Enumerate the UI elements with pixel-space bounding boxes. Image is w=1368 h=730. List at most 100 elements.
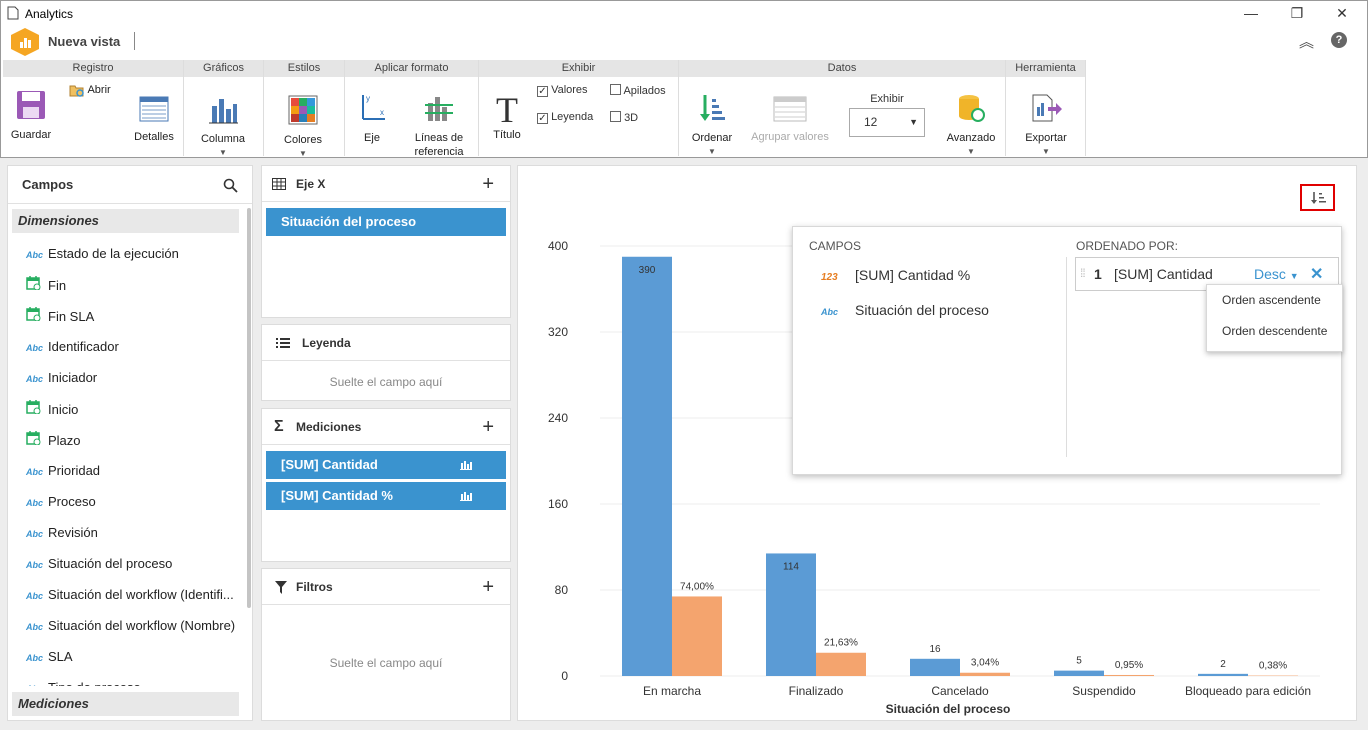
- field-item[interactable]: Abc Estado de la ejecución: [26, 244, 179, 264]
- mediciones-panel: Σ Mediciones + [SUM] Cantidad [SUM] Cant…: [261, 408, 511, 562]
- x-axis-title: Situación del proceso: [886, 702, 1011, 716]
- guardar-button[interactable]: Guardar: [9, 90, 53, 142]
- search-icon[interactable]: [223, 178, 238, 193]
- field-item[interactable]: Fin: [26, 275, 66, 295]
- field-item[interactable]: Plazo: [26, 430, 81, 450]
- abrir-button[interactable]: Abrir: [69, 83, 119, 97]
- title-t-icon: T: [496, 90, 518, 130]
- remove-icon[interactable]: ✕: [1310, 266, 1324, 283]
- close-button[interactable]: ✕: [1336, 5, 1348, 21]
- field-item[interactable]: Inicio: [26, 399, 78, 419]
- y-tick-label: 160: [548, 497, 568, 511]
- calendar-icon: [26, 306, 48, 328]
- data-label: 16: [929, 644, 941, 655]
- medicion-chip[interactable]: [SUM] Cantidad %: [266, 482, 506, 510]
- order-direction-menu: Orden ascendente Orden descendente: [1206, 284, 1343, 352]
- sort-options-button[interactable]: [1300, 184, 1335, 211]
- group-estilos: Estilos Colores ▼: [264, 60, 345, 158]
- titulo-button[interactable]: T Título: [487, 92, 527, 142]
- 3d-checkbox[interactable]: 3D: [610, 111, 638, 124]
- field-item[interactable]: Abc SLA: [26, 647, 73, 667]
- filtros-drop-zone[interactable]: Suelte el campo aquí: [329, 656, 443, 670]
- minimize-button[interactable]: —: [1244, 5, 1258, 21]
- text-abc-icon: Abc: [26, 250, 44, 260]
- field-item[interactable]: Abc Situación del workflow (Nombre): [26, 616, 235, 636]
- collapse-ribbon-icon[interactable]: ︽: [1299, 34, 1315, 51]
- leyenda-checkbox[interactable]: ✓ Leyenda: [537, 111, 593, 124]
- apilados-checkbox[interactable]: Apilados: [610, 84, 666, 97]
- ordenado-heading: ORDENADO POR:: [1076, 239, 1179, 253]
- field-list: Abc Estado de la ejecución Fin Fin SLA Abc Id…: [8, 236, 246, 686]
- group-herramienta: Herramienta Exportar ▼: [1006, 60, 1086, 156]
- leyenda-drop-zone[interactable]: Suelte el campo aquí: [329, 375, 443, 389]
- list-icon: [276, 338, 290, 348]
- filtros-panel: Filtros + Suelte el campo aquí: [261, 568, 511, 721]
- detalles-button[interactable]: Detalles: [131, 96, 177, 144]
- bar-chart-icon[interactable]: [460, 460, 472, 470]
- medicion-chip[interactable]: [SUM] Cantidad: [266, 451, 506, 479]
- eje-x-panel: Eje X + Situación del proceso: [261, 165, 511, 318]
- calendar-icon: [26, 275, 48, 297]
- y-tick-label: 240: [548, 411, 568, 425]
- view-name[interactable]: Nueva vista: [48, 34, 121, 49]
- order-number: 1: [1094, 266, 1102, 282]
- field-item[interactable]: Abc Situación del proceso: [26, 554, 172, 574]
- field-item[interactable]: Abc Prioridad: [26, 461, 100, 481]
- bar: [910, 658, 960, 676]
- titulo-label: Título: [493, 129, 521, 141]
- restore-button[interactable]: ❐: [1290, 5, 1304, 21]
- field-list-scrollbar[interactable]: [247, 208, 251, 608]
- campos-panel: Campos Dimensiones Abc Estado de la ejecu…: [7, 165, 253, 721]
- data-label: 114: [783, 561, 799, 572]
- 3d-label: 3D: [624, 112, 639, 124]
- text-abc-icon: Abc: [26, 560, 44, 570]
- orden-descendente-item[interactable]: Orden descendente: [1222, 324, 1328, 338]
- data-label: 2: [1220, 659, 1226, 670]
- chevron-down-icon: ▼: [967, 147, 975, 156]
- mediciones-section[interactable]: Mediciones: [12, 692, 239, 716]
- field-item[interactable]: Fin SLA: [26, 306, 94, 326]
- sort-field-item[interactable]: Abc Situación del proceso: [821, 302, 989, 318]
- exhibir-select[interactable]: 12 ▼: [849, 108, 925, 137]
- help-icon[interactable]: ?: [1331, 32, 1347, 48]
- colores-dropdown[interactable]: Colores ▼: [280, 95, 326, 161]
- text-abc-icon: Abc: [26, 343, 44, 353]
- field-item[interactable]: Abc Identificador: [26, 337, 119, 357]
- y-tick-label: 400: [548, 239, 568, 253]
- lineas-referencia-button[interactable]: Líneas de referencia: [407, 93, 471, 159]
- valores-checkbox[interactable]: ✓ Valores: [537, 84, 588, 97]
- agrupar-valores-button[interactable]: Agrupar valores: [749, 96, 831, 144]
- chevron-down-icon: ▼: [299, 149, 307, 158]
- exportar-dropdown[interactable]: Exportar ▼: [1018, 93, 1074, 159]
- field-item[interactable]: Abc Situación del workflow (Identifi...: [26, 585, 234, 605]
- text-abc-icon: Abc: [26, 622, 44, 632]
- columna-dropdown[interactable]: Columna ▼: [198, 96, 248, 160]
- add-icon[interactable]: +: [482, 576, 494, 598]
- drag-handle-icon[interactable]: ⁞⁞: [1080, 266, 1086, 280]
- x-tick-label: Bloqueado para edición: [1185, 684, 1311, 698]
- add-icon[interactable]: +: [482, 173, 494, 195]
- sort-popup: CAMPOS 123 [SUM] Cantidad % Abc Situación …: [792, 226, 1342, 475]
- bar: [960, 672, 1010, 676]
- field-item[interactable]: AbcTipo de proceso: [26, 678, 141, 686]
- sort-field-item[interactable]: 123 [SUM] Cantidad %: [821, 267, 970, 283]
- order-direction-dropdown[interactable]: Desc ▼: [1254, 266, 1299, 282]
- field-item[interactable]: Abc Proceso: [26, 492, 96, 512]
- bar-chart-icon[interactable]: [460, 491, 472, 501]
- group-datos-label: Datos: [679, 60, 1005, 77]
- checkbox-unchecked-icon: [610, 111, 621, 122]
- dimensiones-section[interactable]: Dimensiones: [12, 209, 239, 233]
- data-label: 390: [639, 265, 656, 276]
- avanzado-dropdown[interactable]: Avanzado ▼: [943, 93, 999, 159]
- field-item[interactable]: Abc Iniciador: [26, 368, 97, 388]
- eje-x-field-chip[interactable]: Situación del proceso: [266, 208, 506, 236]
- orden-ascendente-item[interactable]: Orden ascendente: [1222, 293, 1321, 307]
- data-label: 3,04%: [971, 658, 999, 669]
- group-herramienta-label: Herramienta: [1006, 60, 1085, 77]
- field-item[interactable]: Abc Revisión: [26, 523, 98, 543]
- valores-label: Valores: [551, 84, 588, 96]
- ordenar-dropdown[interactable]: Ordenar ▼: [687, 93, 737, 159]
- add-icon[interactable]: +: [482, 416, 494, 438]
